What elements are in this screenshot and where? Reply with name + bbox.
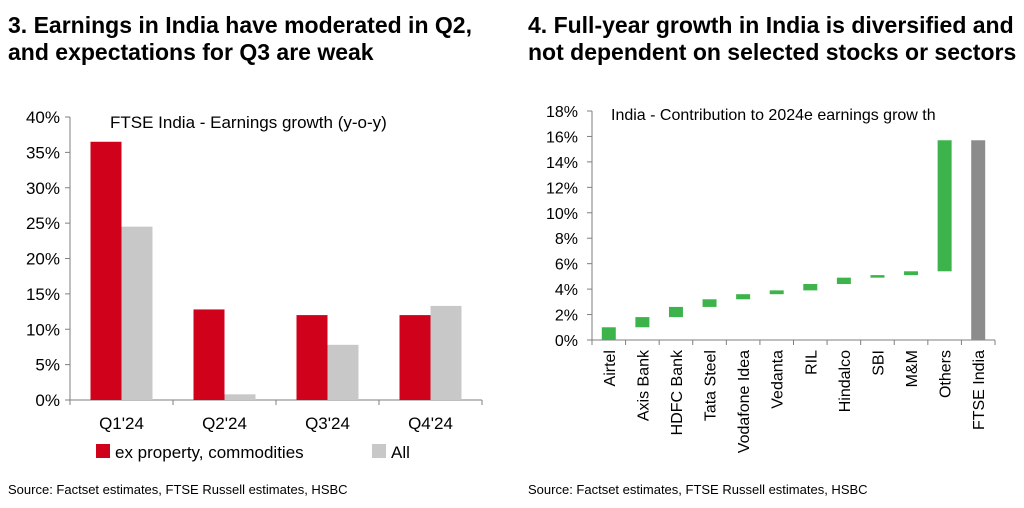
left-legend-label: ex property, commodities (115, 443, 304, 462)
left-source-note: Source: Factset estimates, FTSE Russell … (8, 482, 348, 497)
right-waterfall-bar (937, 140, 952, 272)
right-x-tick-label: FTSE India (971, 350, 988, 430)
right-x-tick-label: M&M (904, 350, 921, 387)
right-x-tick-label: Tata Steel (703, 350, 720, 421)
right-inner-chart-title: India - Contribution to 2024e earnings g… (611, 107, 936, 124)
left-y-tick-label: 15% (26, 285, 60, 304)
left-legend-label: All (391, 443, 410, 462)
right-x-tick-label: HDFC Bank (669, 349, 686, 435)
left-y-tick-label: 20% (26, 250, 60, 269)
right-y-tick-label: 14% (546, 155, 578, 172)
right-x-tick-label: Vodafone Idea (736, 350, 753, 453)
left-legend-swatch (372, 444, 386, 458)
left-bar-ex-property (399, 315, 431, 400)
right-y-tick-label: 2% (555, 308, 578, 325)
right-y-tick-label: 12% (546, 180, 578, 197)
right-waterfall-bar (601, 327, 616, 340)
left-bar-all (121, 226, 153, 400)
right-x-tick-label: Vedanta (770, 350, 787, 409)
right-y-tick-label: 4% (555, 282, 578, 299)
left-x-tick-label: Q3'24 (305, 414, 350, 433)
right-x-tick-label: RIL (803, 350, 820, 375)
left-x-tick-label: Q4'24 (408, 414, 453, 433)
left-legend-swatch (96, 444, 110, 458)
right-source-note: Source: Factset estimates, FTSE Russell … (528, 482, 868, 497)
left-chart-title: 3. Earnings in India have moderated in Q… (8, 12, 472, 65)
right-waterfall-bar (635, 317, 650, 328)
right-x-tick-label: Hindalco (837, 350, 854, 412)
left-x-tick-label: Q2'24 (202, 414, 247, 433)
left-y-tick-label: 5% (35, 356, 60, 375)
right-chart-title: 4. Full-year growth in India is diversif… (528, 12, 1017, 65)
right-waterfall-bar (870, 275, 885, 278)
right-y-tick-label: 0% (555, 333, 578, 350)
left-bar-all (224, 394, 256, 400)
right-waterfall-bar (736, 294, 751, 300)
right-x-tick-label: Axis Bank (635, 349, 652, 421)
left-y-tick-label: 25% (26, 214, 60, 233)
left-bar-all (430, 305, 462, 400)
left-bar-ex-property (193, 309, 225, 400)
left-y-tick-label: 10% (26, 320, 60, 339)
right-waterfall-bar (803, 284, 818, 291)
left-inner-chart-title: FTSE India - Earnings growth (y-o-y) (110, 113, 387, 132)
right-waterfall-bar (971, 140, 986, 340)
right-y-tick-label: 10% (546, 206, 578, 223)
left-x-tick-label: Q1'24 (99, 414, 144, 433)
right-waterfall-bar (702, 299, 717, 307)
right-y-tick-label: 16% (546, 129, 578, 146)
right-y-tick-label: 6% (555, 257, 578, 274)
left-y-tick-label: 30% (26, 179, 60, 198)
right-waterfall-bar (769, 290, 784, 295)
left-y-tick-label: 35% (26, 143, 60, 162)
right-waterfall-bar (836, 277, 851, 285)
right-y-tick-label: 18% (546, 104, 578, 121)
right-waterfall-bar (904, 271, 919, 276)
right-waterfall-bar (668, 306, 683, 318)
right-x-tick-label: SBI (870, 350, 887, 376)
left-y-tick-label: 0% (35, 391, 60, 410)
right-x-tick-label: Others (938, 350, 955, 398)
right-x-tick-label: Airtel (602, 350, 619, 386)
right-y-tick-label: 8% (555, 231, 578, 248)
left-bar-ex-property (296, 315, 328, 400)
left-bar-all (327, 344, 359, 400)
left-y-tick-label: 40% (26, 108, 60, 127)
left-bar-ex-property (90, 141, 122, 400)
